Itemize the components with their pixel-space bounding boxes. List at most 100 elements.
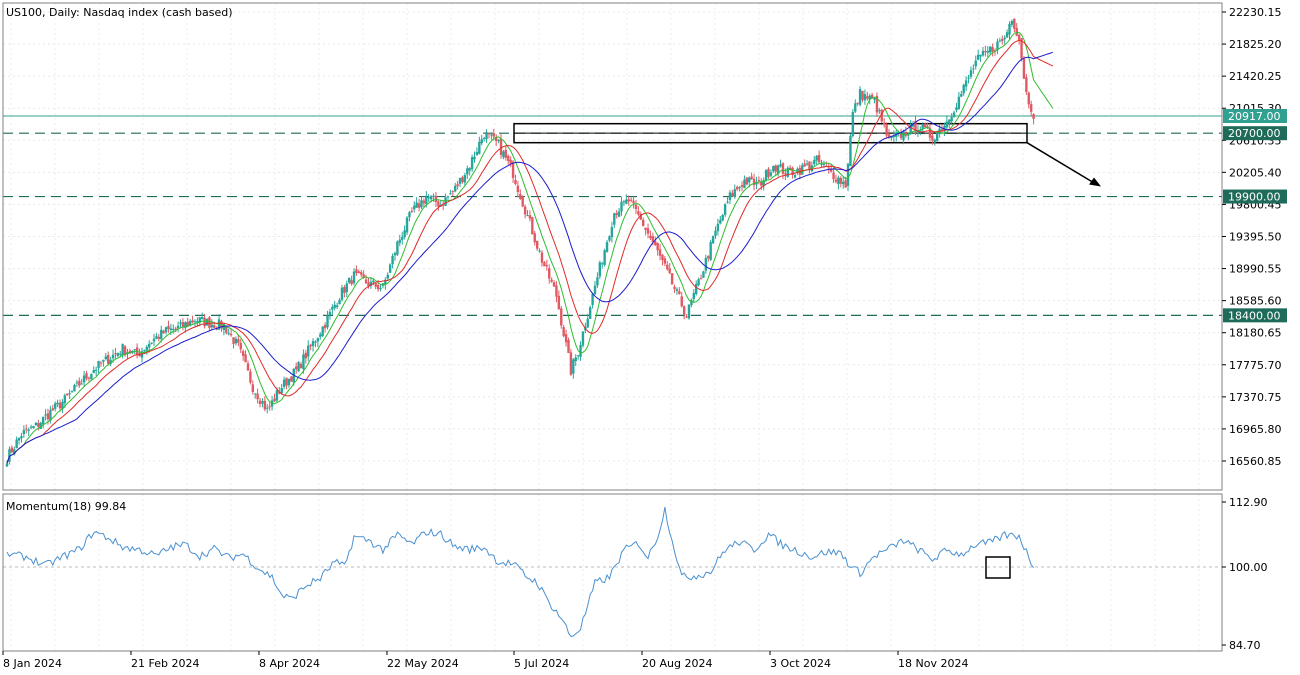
candle-body	[856, 102, 859, 104]
candle-body	[861, 90, 864, 100]
candle-body	[451, 191, 455, 193]
candle-body	[673, 286, 676, 290]
candle-body	[311, 341, 315, 347]
price-tag-label: 20700.00	[1228, 127, 1281, 140]
candle-body	[1005, 32, 1009, 38]
candle-body	[644, 227, 647, 230]
candle-body	[596, 277, 599, 286]
moving-averages	[6, 31, 1054, 464]
candle-body	[319, 334, 322, 337]
candle-body	[815, 155, 818, 161]
candle-body	[716, 223, 720, 232]
x-tick-label: 20 Aug 2024	[642, 657, 712, 670]
candle-body	[851, 111, 855, 137]
candle-body	[454, 185, 457, 192]
candle-body	[25, 428, 28, 430]
candle-body	[497, 139, 500, 141]
candle-body	[13, 449, 16, 455]
candle-body	[668, 268, 671, 273]
candle-body	[343, 287, 346, 294]
candle-body	[666, 264, 669, 270]
candle-body	[516, 185, 520, 192]
candle-body	[299, 364, 303, 369]
momentum-y-tick-label: 112.90	[1229, 496, 1268, 509]
candle-body	[634, 204, 638, 210]
candle-body	[362, 274, 365, 279]
y-tick-label: 16965.80	[1229, 423, 1282, 436]
candle-body	[229, 333, 233, 336]
candle-body	[680, 296, 683, 307]
candle-body	[174, 328, 177, 330]
candle-body	[945, 121, 949, 128]
candle-body	[548, 268, 551, 279]
candle-body	[786, 167, 789, 177]
candle-body	[254, 393, 257, 395]
candle-body	[931, 135, 934, 141]
candle-body	[967, 77, 970, 79]
candle-body	[822, 163, 826, 165]
candle-body	[974, 60, 977, 67]
candle-body	[670, 273, 674, 285]
candle-body	[441, 204, 445, 206]
candle-body	[355, 269, 358, 274]
momentum-axis: 112.90 100.00 84.70	[1222, 496, 1268, 652]
candle-body	[487, 133, 491, 135]
candle-body	[511, 161, 515, 178]
candle-body	[560, 308, 563, 326]
candle-body	[972, 68, 975, 70]
candle-body	[637, 211, 640, 215]
candle-body	[940, 129, 944, 131]
candle-body	[858, 89, 862, 105]
x-tick-label: 5 Jul 2024	[514, 657, 569, 670]
candle-body	[102, 359, 105, 362]
candle-body	[593, 285, 597, 295]
candle-body	[610, 227, 614, 238]
momentum-y-tick-label: 100.00	[1229, 561, 1268, 574]
candle-body	[909, 124, 912, 134]
candle-body	[613, 213, 616, 225]
candle-body	[432, 195, 435, 197]
candle-body	[403, 230, 406, 238]
candle-body	[576, 355, 580, 357]
candle-body	[603, 250, 606, 265]
candle-body	[538, 250, 541, 252]
candle-body	[976, 54, 980, 60]
candle-body	[675, 289, 679, 291]
candle-body	[695, 283, 698, 295]
candle-body	[682, 306, 686, 315]
candle-body	[663, 258, 667, 264]
candle-body	[776, 165, 780, 174]
candle-body	[164, 327, 168, 333]
price-tag	[1223, 189, 1287, 204]
candle-body	[555, 285, 558, 297]
candle-body	[39, 422, 42, 429]
candle-body	[360, 272, 363, 275]
candle-body	[107, 354, 110, 364]
candle-body	[227, 333, 230, 335]
candle-body	[757, 180, 761, 182]
candle-body	[5, 463, 9, 467]
candle-body	[369, 281, 373, 287]
candle-body	[444, 197, 447, 206]
candle-body	[372, 280, 375, 283]
candle-body	[393, 253, 397, 256]
candle-body	[837, 177, 840, 185]
candle-body	[234, 338, 238, 344]
candle-body	[740, 185, 744, 187]
projection-arrow	[1026, 142, 1101, 187]
candle-body	[75, 382, 79, 384]
candle-body	[605, 242, 609, 252]
candle-body	[868, 95, 871, 100]
candle-body	[458, 177, 462, 184]
x-tick-label: 22 May 2024	[387, 657, 459, 670]
candle-body	[463, 175, 467, 183]
candle-body	[157, 336, 161, 339]
candle-body	[528, 215, 532, 219]
candle-body	[649, 235, 652, 239]
candle-body	[104, 356, 108, 360]
candle-body	[863, 94, 867, 101]
candle-body	[314, 341, 317, 343]
candle-body	[307, 345, 310, 357]
candle-body	[998, 40, 1002, 42]
candle-body	[678, 291, 681, 295]
